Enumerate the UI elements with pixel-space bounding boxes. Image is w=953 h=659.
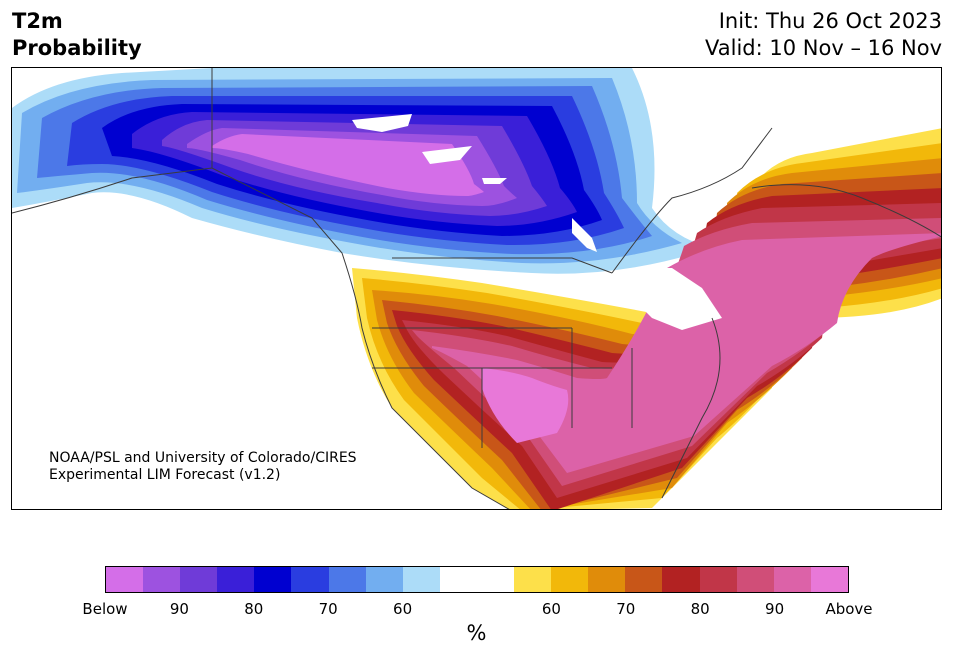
- colorbar-segment: [439, 567, 477, 592]
- colorbar-tick-label: 80: [690, 600, 710, 618]
- colorbar-tick-label: 90: [169, 600, 189, 618]
- colorbar: [105, 566, 849, 593]
- title-line-1: T2m: [12, 9, 63, 33]
- title-line-2: Probability: [12, 36, 142, 60]
- colorbar-tick-label: 80: [244, 600, 264, 618]
- above-normal-region: [352, 128, 941, 509]
- below-normal-region: [12, 68, 712, 274]
- colorbar-segment: [810, 567, 848, 592]
- colorbar-segment: [588, 567, 626, 592]
- credit-line-1: NOAA/PSL and University of Colorado/CIRE…: [49, 450, 357, 466]
- colorbar-tick-label: 70: [318, 600, 338, 618]
- colorbar-tick-label: 60: [393, 600, 413, 618]
- credit-line-2: Experimental LIM Forecast (v1.2): [49, 467, 281, 483]
- colorbar-segment: [291, 567, 329, 592]
- credit-text: NOAA/PSL and University of Colorado/CIRE…: [49, 450, 357, 484]
- colorbar-segment: [625, 567, 663, 592]
- colorbar-segment: [736, 567, 774, 592]
- init-date: Init: Thu 26 Oct 2023: [718, 9, 942, 33]
- valid-range: Valid: 10 Nov – 16 Nov: [705, 36, 942, 60]
- colorbar-tick-label: Above: [825, 600, 873, 618]
- colorbar-tick-label: 70: [616, 600, 636, 618]
- colorbar-segment: [365, 567, 403, 592]
- forecast-dates: Init: Thu 26 Oct 2023 Valid: 10 Nov – 16…: [705, 8, 942, 62]
- colorbar-segment: [773, 567, 811, 592]
- colorbar-segment: [514, 567, 552, 592]
- colorbar-segment: [180, 567, 218, 592]
- water-bodies: [352, 114, 722, 330]
- colorbar-segment: [476, 567, 515, 592]
- colorbar-tick-label: Below: [82, 600, 128, 618]
- colorbar-segment: [328, 567, 366, 592]
- colorbar-segment: [106, 567, 144, 592]
- colorbar-tick-label: 90: [765, 600, 785, 618]
- map-title: T2m Probability: [12, 8, 142, 62]
- borders: [12, 68, 941, 509]
- colorbar-unit: %: [466, 621, 487, 645]
- probability-map: [11, 67, 942, 510]
- map-canvas: [12, 68, 941, 509]
- colorbar-segment: [217, 567, 255, 592]
- colorbar-segment: [254, 567, 292, 592]
- colorbar-segment: [143, 567, 181, 592]
- colorbar-segment: [662, 567, 700, 592]
- colorbar-tick-label: 60: [541, 600, 561, 618]
- colorbar-segment: [551, 567, 589, 592]
- colorbar-segment: [402, 567, 440, 592]
- colorbar-segment: [699, 567, 737, 592]
